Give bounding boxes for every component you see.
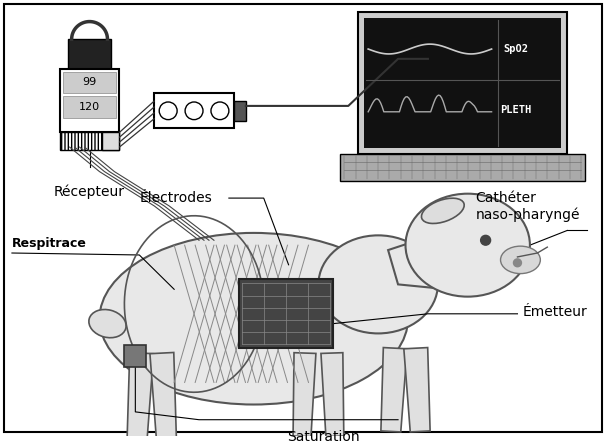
- Text: Cathéter
naso-pharyngé: Cathéter naso-pharyngé: [476, 191, 580, 222]
- Polygon shape: [293, 353, 316, 437]
- Text: Électrodes: Électrodes: [139, 191, 212, 205]
- Text: Saturation: Saturation: [287, 429, 360, 444]
- Text: PLETH: PLETH: [500, 105, 531, 115]
- Text: Respitrace: Respitrace: [12, 237, 87, 250]
- Text: Émetteur: Émetteur: [523, 305, 587, 319]
- Bar: [63, 72, 116, 93]
- Ellipse shape: [99, 233, 408, 405]
- Circle shape: [185, 102, 203, 120]
- Bar: [63, 96, 116, 117]
- Ellipse shape: [319, 235, 438, 333]
- Text: SpO2: SpO2: [503, 44, 528, 54]
- Bar: [102, 133, 119, 150]
- Circle shape: [211, 102, 229, 120]
- Bar: [364, 18, 561, 148]
- Bar: [68, 39, 111, 69]
- Polygon shape: [150, 352, 177, 442]
- Text: Récepteur: Récepteur: [54, 184, 125, 199]
- Polygon shape: [321, 353, 344, 437]
- Ellipse shape: [421, 198, 464, 223]
- Circle shape: [159, 102, 177, 120]
- Text: 99: 99: [82, 77, 97, 87]
- Ellipse shape: [89, 310, 126, 338]
- Bar: [366, 82, 493, 141]
- Bar: [124, 345, 146, 367]
- Bar: [340, 154, 585, 182]
- Circle shape: [513, 259, 521, 267]
- Bar: [154, 93, 234, 129]
- Polygon shape: [127, 352, 153, 442]
- Bar: [60, 133, 119, 150]
- Bar: [366, 20, 493, 81]
- Ellipse shape: [406, 194, 530, 297]
- Bar: [60, 69, 119, 133]
- Circle shape: [481, 235, 491, 245]
- Text: 120: 120: [79, 102, 100, 112]
- Ellipse shape: [501, 246, 540, 274]
- Bar: [239, 279, 333, 348]
- Polygon shape: [404, 348, 430, 432]
- Polygon shape: [388, 240, 458, 289]
- Bar: [234, 101, 246, 121]
- Bar: [358, 12, 567, 154]
- Polygon shape: [381, 348, 407, 432]
